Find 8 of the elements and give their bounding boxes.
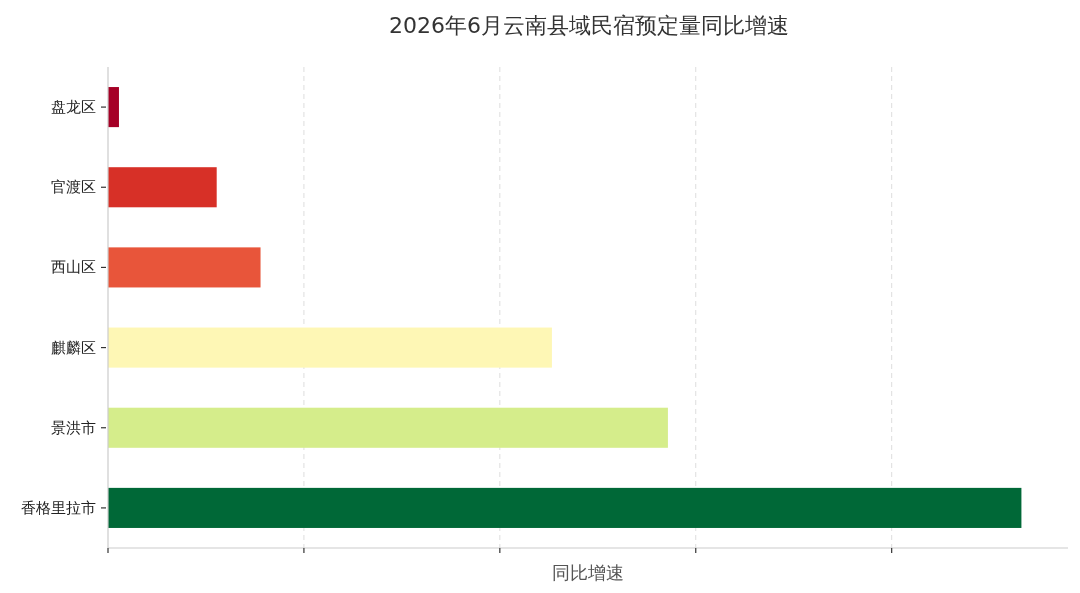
y-tick-label: 景洪市 [51,418,96,437]
x-axis-title: 同比增速 [552,562,624,583]
y-tick-label: 官渡区 [51,178,96,197]
chart-title: 2026年6月云南县域民宿预定量同比增速 [389,13,789,38]
y-tick-label: 盘龙区 [51,98,96,117]
y-tick-label: 西山区 [51,258,96,277]
y-tick-label: 香格里拉市 [21,498,96,517]
y-tick-label: 麒麟区 [51,338,96,357]
